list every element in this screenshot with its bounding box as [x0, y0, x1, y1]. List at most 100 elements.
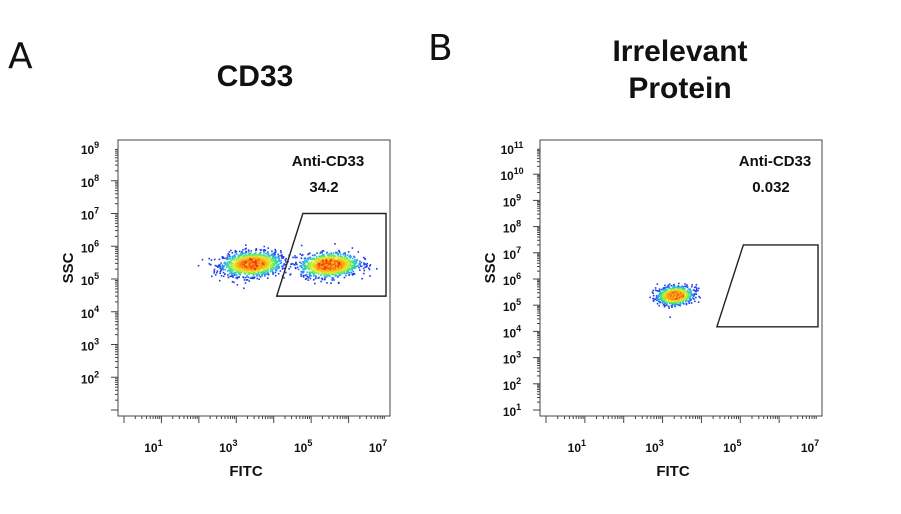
event-dot [248, 263, 251, 266]
event-dot [672, 289, 674, 292]
event-dot [336, 276, 339, 278]
event-dot [283, 264, 285, 266]
event-dot [224, 261, 227, 264]
event-dot [686, 294, 689, 297]
event-dot [257, 273, 259, 275]
event-dot [275, 269, 277, 272]
event-dot [248, 261, 251, 264]
event-dot [231, 256, 234, 258]
event-dot [345, 258, 348, 260]
event-dot [269, 255, 271, 257]
event-dot [325, 258, 328, 261]
event-dot [322, 269, 325, 272]
event-dot [333, 270, 335, 273]
event-dot [243, 287, 245, 290]
x-tick-label: 101 [568, 438, 586, 455]
event-dot [356, 259, 358, 261]
event-dot [275, 256, 277, 259]
event-dot [322, 250, 325, 252]
event-dot [334, 275, 337, 277]
event-dot [316, 258, 318, 261]
event-dot [675, 287, 678, 290]
event-dot [272, 273, 274, 275]
event-dot [217, 265, 220, 267]
event-dot [318, 265, 321, 268]
event-dot [266, 269, 268, 271]
event-dot [350, 260, 352, 263]
event-dot [301, 266, 304, 269]
event-dot [309, 265, 311, 268]
event-dot [312, 275, 315, 277]
event-dot [294, 256, 297, 259]
event-dot [345, 270, 348, 273]
event-dot [340, 263, 343, 266]
event-dot [305, 259, 308, 261]
event-dot [353, 256, 356, 259]
event-dot [274, 250, 277, 252]
gate-name-label: Anti-CD33 [739, 153, 812, 170]
event-dot [671, 291, 673, 293]
event-dot [258, 273, 261, 276]
event-dot [366, 262, 369, 265]
event-dot [314, 282, 316, 285]
event-dot [658, 304, 660, 307]
event-dot [347, 265, 350, 267]
event-dot [683, 291, 685, 293]
event-dot [259, 252, 261, 255]
event-dot [303, 271, 305, 273]
event-dot [266, 256, 269, 259]
event-dot [675, 301, 677, 304]
event-dot [342, 262, 344, 265]
event-dot [328, 254, 330, 257]
event-dot [306, 267, 308, 269]
event-dot [663, 293, 665, 295]
event-dot [264, 270, 267, 273]
event-dot [337, 265, 340, 268]
event-dot [267, 269, 270, 271]
event-dot [282, 265, 284, 268]
event-dot [254, 268, 257, 271]
event-dot [321, 272, 324, 275]
event-dot [243, 258, 246, 261]
event-dot [349, 256, 351, 258]
event-dot [263, 255, 266, 257]
event-dot [244, 261, 246, 264]
event-dot [262, 254, 264, 257]
event-dot [264, 269, 266, 271]
event-dot [671, 304, 674, 307]
event-dot [360, 265, 362, 268]
event-dot [256, 262, 259, 265]
event-dot [271, 259, 274, 262]
event-dot [252, 266, 255, 269]
event-dot [282, 256, 285, 258]
event-dot [242, 276, 244, 278]
event-dot [307, 258, 310, 261]
y-tick-label: 105 [503, 297, 521, 314]
event-dot [252, 269, 254, 272]
event-dot [337, 282, 340, 284]
event-dot [344, 264, 346, 267]
event-dot [263, 272, 266, 275]
event-dot [335, 267, 338, 270]
event-dot [231, 274, 234, 277]
event-dot [669, 297, 672, 300]
event-dot [220, 274, 223, 277]
event-dot [330, 282, 332, 284]
event-dot [339, 271, 342, 273]
event-dot [673, 284, 676, 287]
y-tick-label: 108 [81, 173, 99, 190]
event-dot [272, 265, 275, 267]
event-dot [304, 274, 306, 277]
event-dot [221, 267, 224, 270]
event-dot [363, 269, 366, 272]
event-dot [341, 272, 344, 275]
event-dot [673, 295, 675, 298]
event-dot [231, 273, 233, 276]
event-dot [364, 263, 366, 265]
event-dot [209, 263, 212, 266]
event-dot [219, 267, 222, 270]
event-dot [262, 261, 265, 263]
event-dot [242, 255, 245, 257]
event-dot [686, 296, 689, 298]
event-dot [340, 270, 343, 273]
